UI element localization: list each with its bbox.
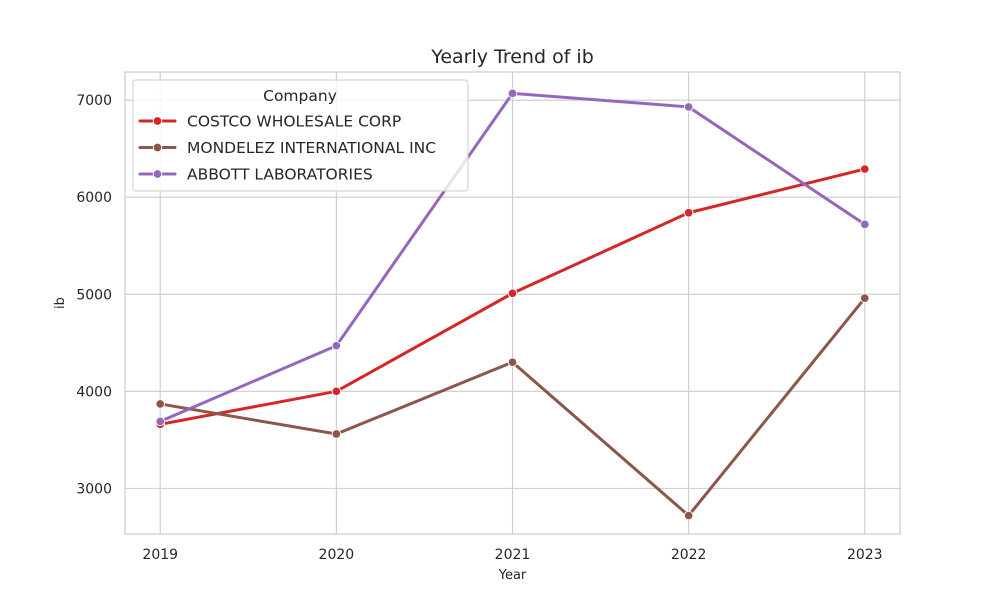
grid [125,72,900,534]
series-1 [155,293,870,521]
data-point [860,293,870,303]
legend-label: ABBOTT LABORATORIES [187,166,373,184]
data-point [155,399,165,409]
data-point [683,207,694,218]
plot-frame [124,71,901,535]
legend-entry: MONDELEZ INTERNATIONAL INC [138,139,436,157]
y-tick-label: 5000 [76,287,112,303]
x-tick-label: 2021 [495,547,531,563]
series-0 [155,164,870,430]
series-2 [155,88,870,427]
x-axis-label: Year [498,568,527,583]
data-point [331,340,342,351]
data-point [683,102,694,112]
x-tick-label: 2019 [142,547,178,563]
axis-ticks: 2019 2020 2021 2022 2023 3000 4000 5000 6000 7000 [76,93,882,563]
x-tick-label: 2023 [847,547,883,563]
series-lines [155,88,870,521]
y-axis-label: ib [53,297,68,309]
data-point [155,416,165,427]
chart-title: Yearly Trend of ib [430,46,594,68]
legend-marker [152,169,163,179]
x-tick-label: 2020 [319,547,355,563]
legend-title: Company [263,87,337,105]
data-point [683,510,694,521]
data-point [331,386,342,397]
y-tick-label: 7000 [76,93,112,109]
legend-box [132,79,469,192]
data-point [507,88,518,99]
legend-entry: COSTCO WHOLESALE CORP [138,113,401,131]
legend-label: MONDELEZ INTERNATIONAL INC [187,139,436,157]
y-tick-label: 4000 [76,384,112,400]
data-point [507,288,518,299]
y-tick-label: 6000 [76,190,112,206]
y-tick-label: 3000 [76,481,112,497]
legend: Company COSTCO WHOLESALE CORP MONDELEZ IN… [132,79,469,192]
legend-entry: ABBOTT LABORATORIES [138,166,373,184]
legend-entries: COSTCO WHOLESALE CORP MONDELEZ INTERNATIO… [138,113,436,184]
legend-label: COSTCO WHOLESALE CORP [187,113,401,131]
legend-marker [152,116,163,126]
legend-marker [152,142,163,153]
data-point [860,164,870,174]
x-tick-label: 2022 [671,547,707,563]
data-point [331,429,342,439]
data-point [507,357,518,367]
data-point [860,219,870,230]
